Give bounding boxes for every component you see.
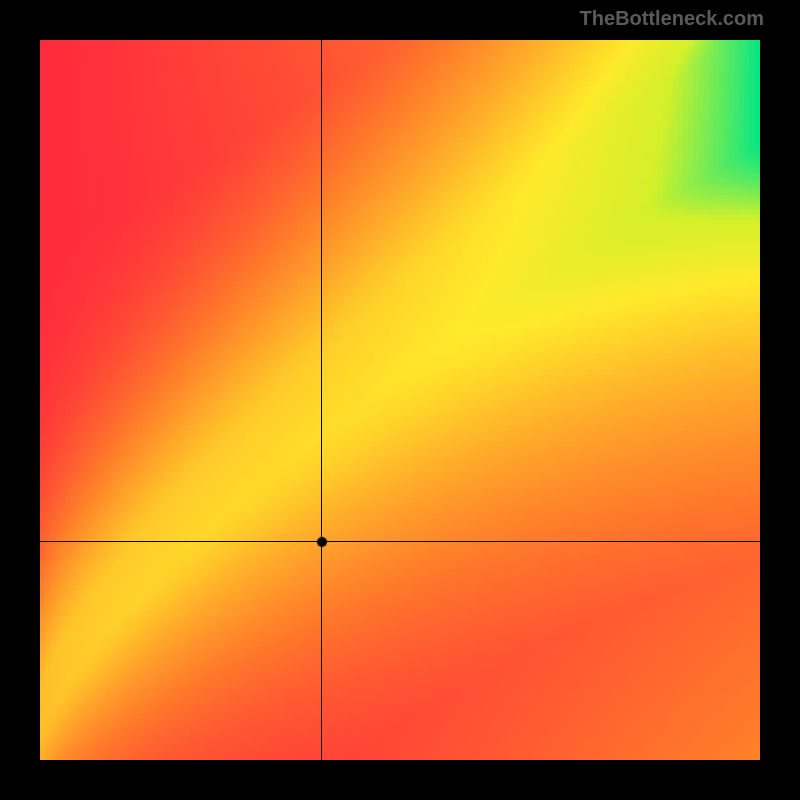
- bottleneck-heatmap: [40, 40, 760, 760]
- watermark-text: TheBottleneck.com: [580, 8, 764, 31]
- crosshair-marker: [316, 536, 328, 548]
- crosshair-horizontal: [40, 541, 760, 542]
- crosshair-vertical: [321, 40, 322, 760]
